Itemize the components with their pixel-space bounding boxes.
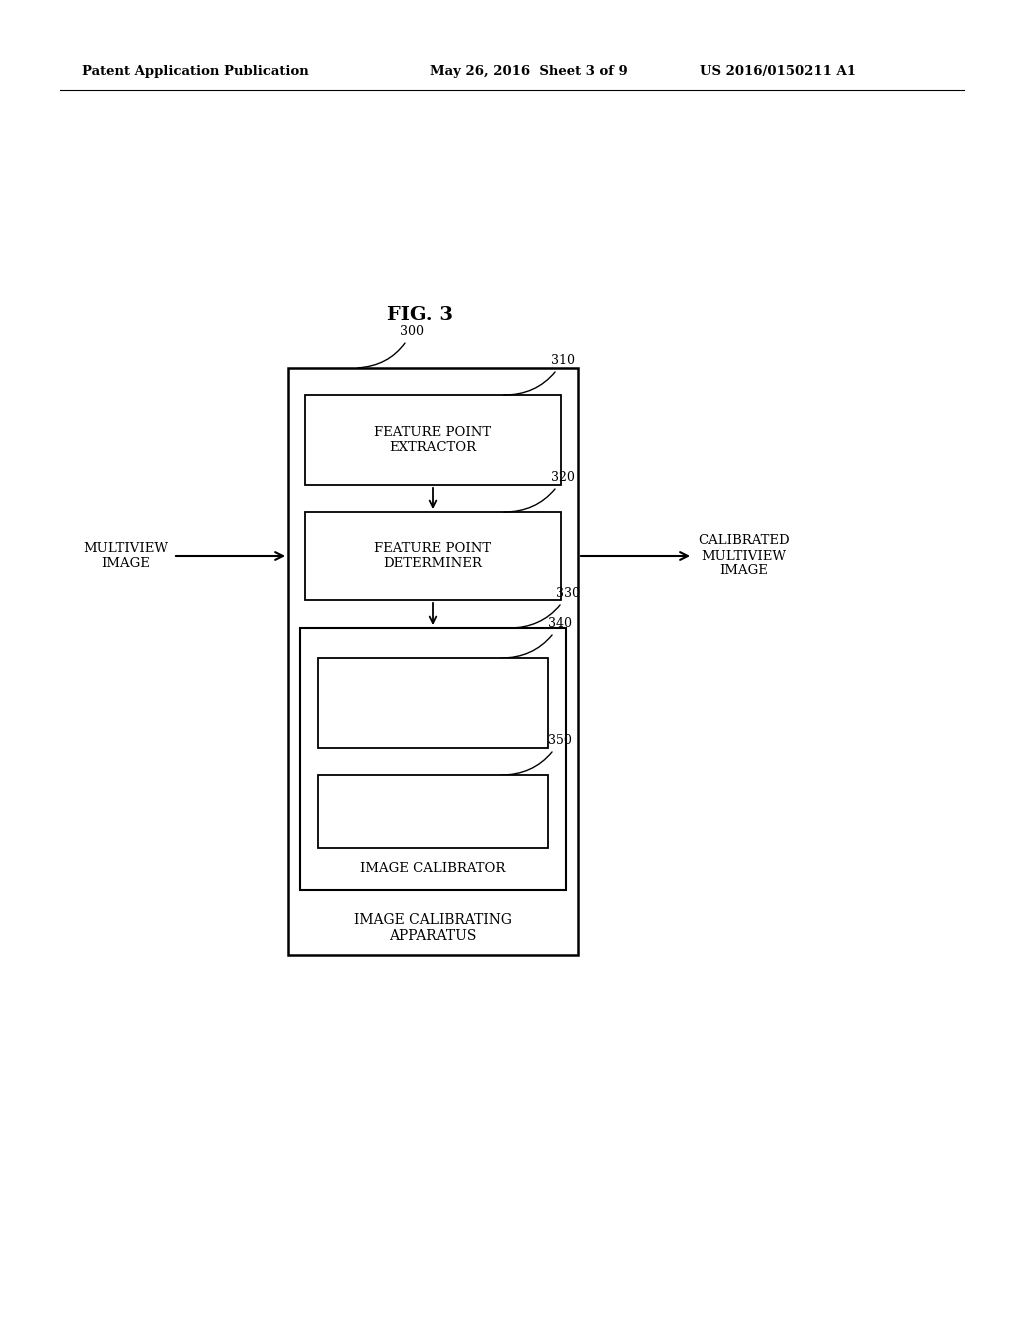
Text: IMAGE CALIBRATING
APPARATUS: IMAGE CALIBRATING APPARATUS xyxy=(354,913,512,942)
Bar xyxy=(300,628,566,890)
Text: 300: 300 xyxy=(357,325,424,368)
Text: FEATURE POINT
EXTRACTOR: FEATURE POINT EXTRACTOR xyxy=(375,426,492,454)
Bar xyxy=(288,368,578,954)
Bar xyxy=(318,657,548,748)
Text: 310: 310 xyxy=(504,354,575,395)
Text: May 26, 2016  Sheet 3 of 9: May 26, 2016 Sheet 3 of 9 xyxy=(430,66,628,78)
Text: 320: 320 xyxy=(504,471,574,512)
Text: Patent Application Publication: Patent Application Publication xyxy=(82,66,309,78)
Bar xyxy=(305,395,561,484)
Text: 340: 340 xyxy=(501,616,572,659)
Bar xyxy=(305,512,561,601)
Text: CALIBRATED
MULTIVIEW
IMAGE: CALIBRATED MULTIVIEW IMAGE xyxy=(698,535,790,578)
Text: COLOR
CORRECTOR: COLOR CORRECTOR xyxy=(388,797,478,825)
Text: IMAGE CALIBRATOR: IMAGE CALIBRATOR xyxy=(360,862,506,874)
Text: 330: 330 xyxy=(509,587,580,628)
Text: MULTIVIEW
IMAGE: MULTIVIEW IMAGE xyxy=(83,543,168,570)
Text: FIG. 3: FIG. 3 xyxy=(387,306,453,323)
Text: FEATURE POINT
DETERMINER: FEATURE POINT DETERMINER xyxy=(375,543,492,570)
Bar xyxy=(318,775,548,847)
Text: GEOMETRIC
CALIBRATOR: GEOMETRIC CALIBRATOR xyxy=(387,689,479,717)
Text: US 2016/0150211 A1: US 2016/0150211 A1 xyxy=(700,66,856,78)
Text: 350: 350 xyxy=(501,734,571,775)
